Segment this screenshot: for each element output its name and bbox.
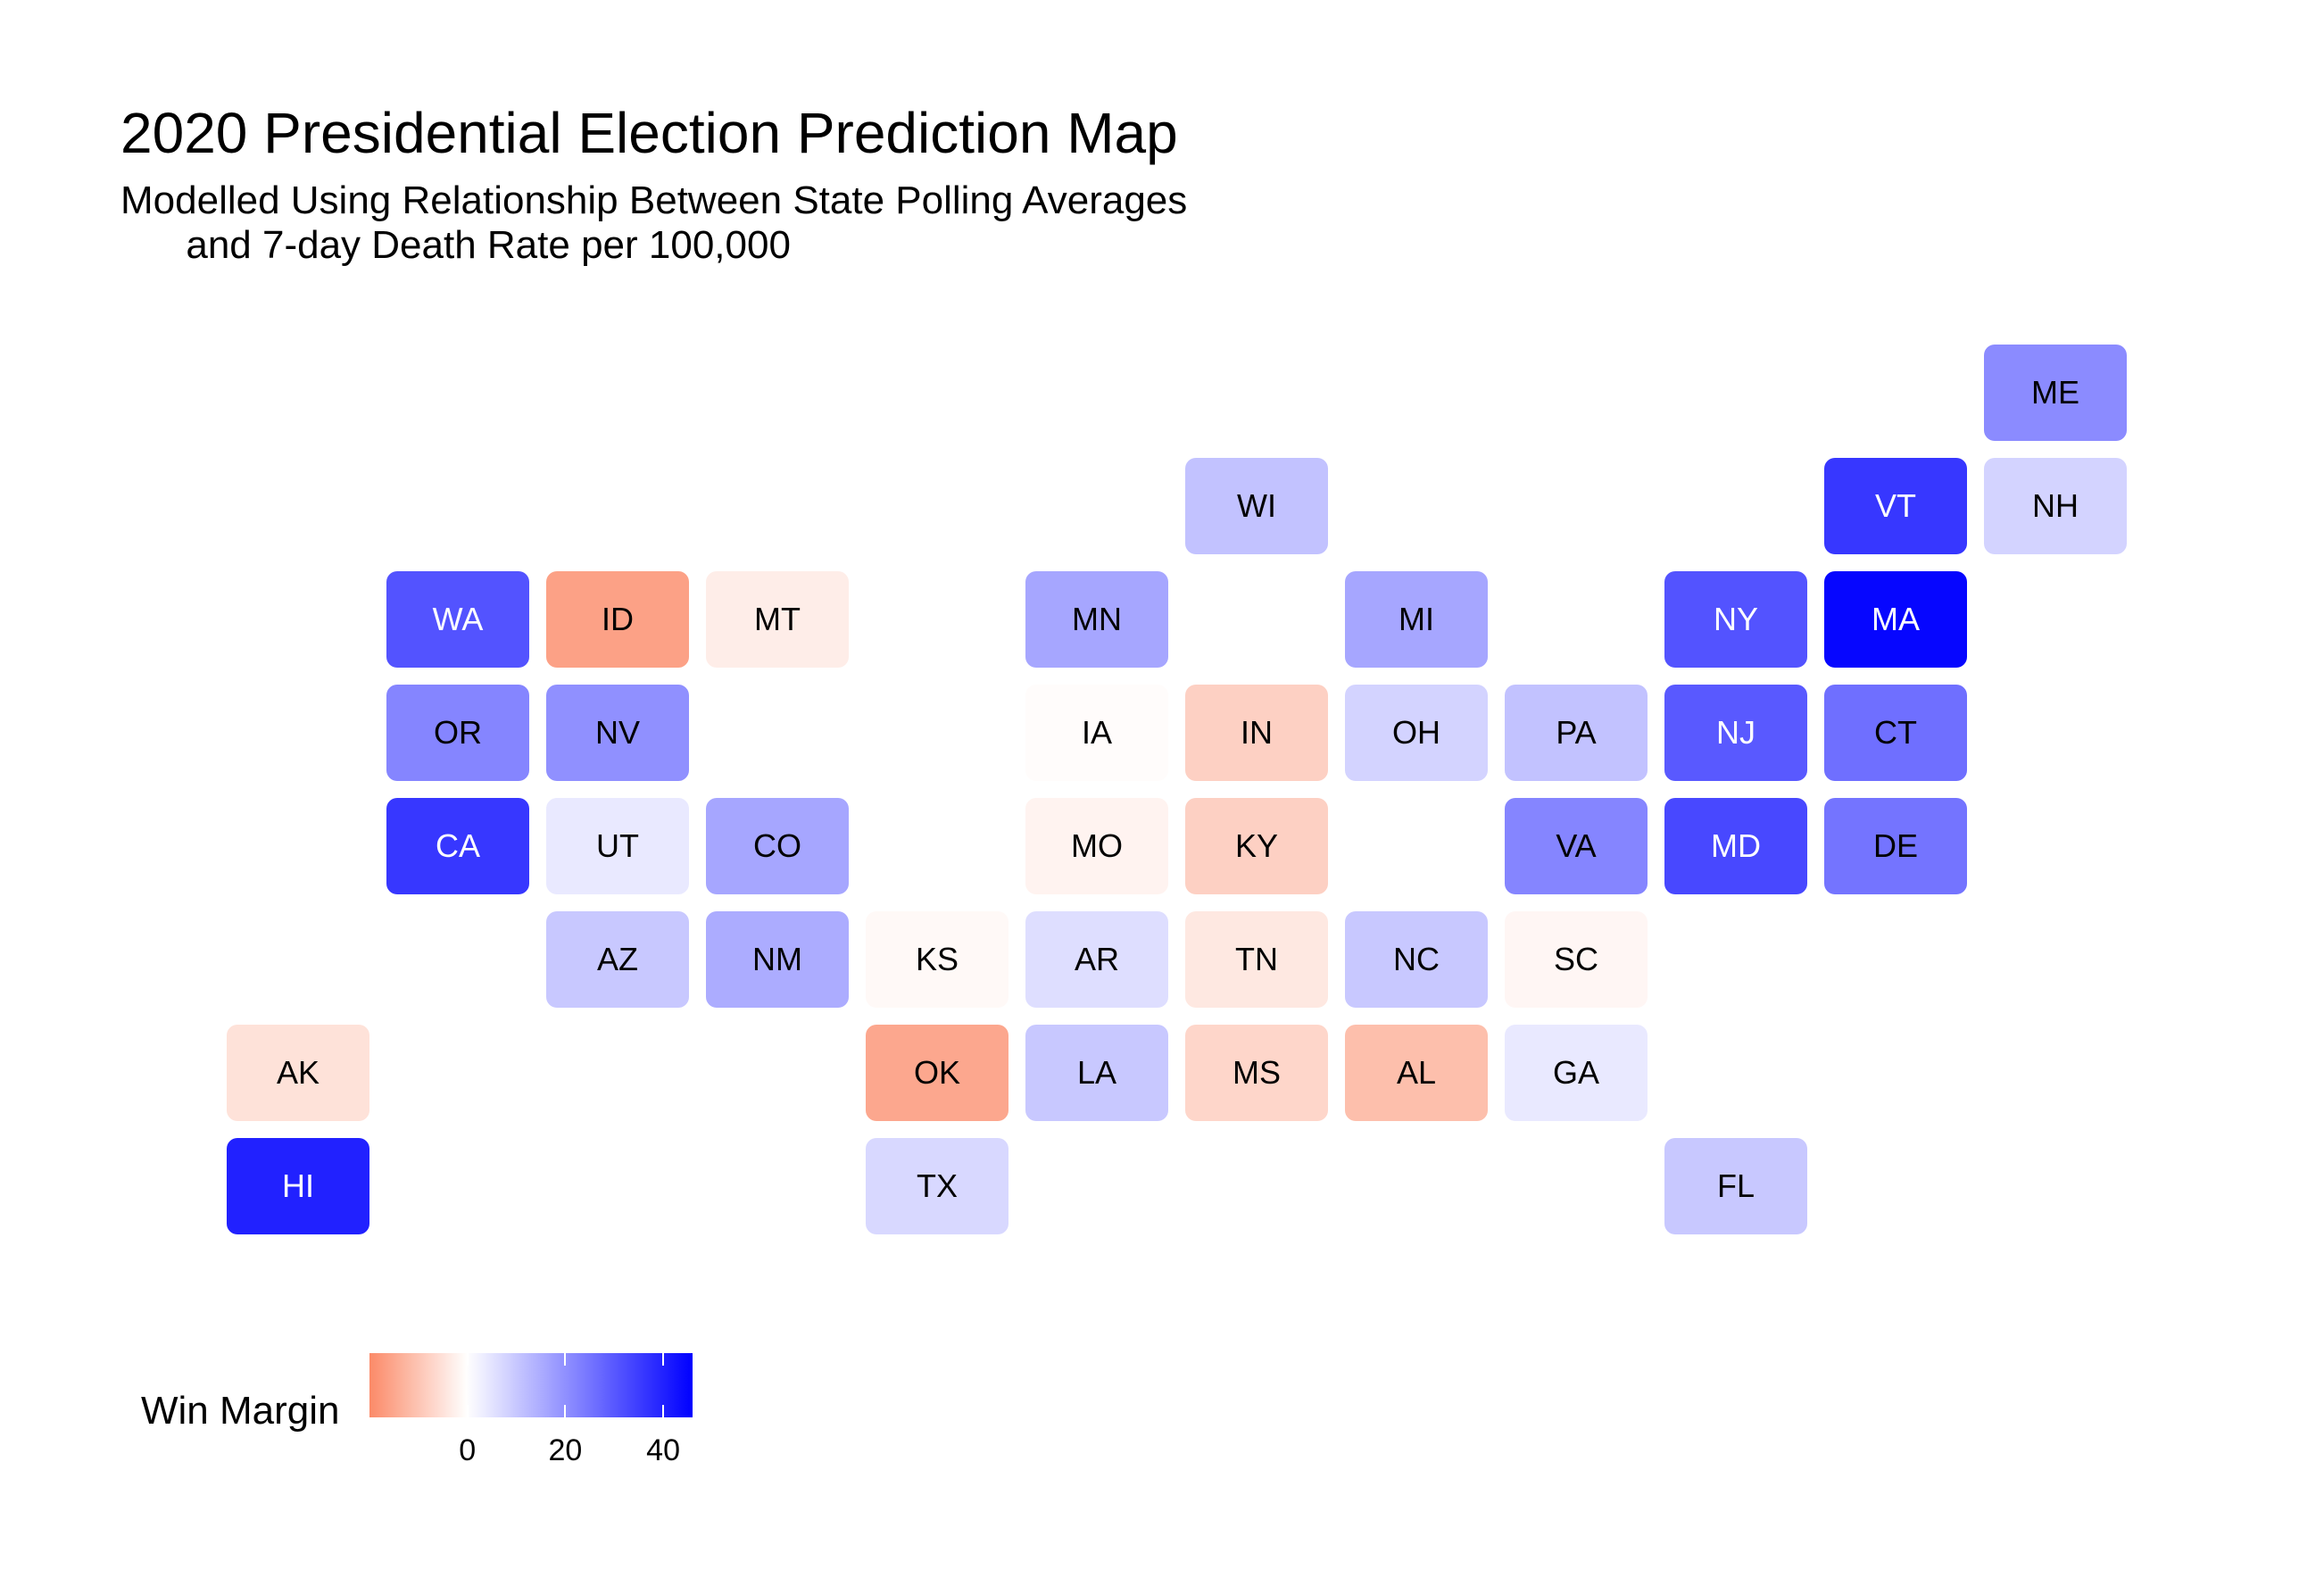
state-tile-ak: AK [227,1025,369,1121]
legend-tick-label-40: 40 [646,1433,680,1467]
state-tile-de: DE [1824,798,1967,894]
state-tile-me: ME [1984,345,2127,441]
state-tile-sc: SC [1505,911,1648,1008]
state-tile-vt: VT [1824,458,1967,554]
state-tile-va: VA [1505,798,1648,894]
state-tile-ct: CT [1824,685,1967,781]
state-tile-la: LA [1025,1025,1168,1121]
state-tile-mo: MO [1025,798,1168,894]
legend-tick-label-0: 0 [459,1433,477,1467]
state-tile-ar: AR [1025,911,1168,1008]
state-tile-in: IN [1185,685,1328,781]
state-tile-ca: CA [386,798,529,894]
state-tile-ut: UT [546,798,689,894]
legend-tick-mark [564,1353,567,1366]
state-tile-fl: FL [1664,1138,1807,1234]
state-tile-ny: NY [1664,571,1807,668]
legend-tick-mark [564,1405,567,1417]
legend-color-bar [369,1353,693,1417]
state-tile-ia: IA [1025,685,1168,781]
state-tile-wi: WI [1185,458,1328,554]
state-tile-or: OR [386,685,529,781]
legend-tick-mark [466,1353,469,1366]
state-tile-hi: HI [227,1138,369,1234]
legend-tick-mark [466,1405,469,1417]
state-tile-tn: TN [1185,911,1328,1008]
state-tile-id: ID [546,571,689,668]
state-tile-nm: NM [706,911,849,1008]
state-tile-wa: WA [386,571,529,668]
map-title: 2020 Presidential Election Prediction Ma… [120,101,1178,165]
state-tile-al: AL [1345,1025,1488,1121]
legend-tick-label-20: 20 [548,1433,583,1467]
state-tile-ma: MA [1824,571,1967,668]
state-tile-nh: NH [1984,458,2127,554]
state-tile-ga: GA [1505,1025,1648,1121]
state-tile-md: MD [1664,798,1807,894]
state-tile-mi: MI [1345,571,1488,668]
state-tile-ok: OK [866,1025,1008,1121]
state-tile-tx: TX [866,1138,1008,1234]
legend-title: Win Margin [141,1389,340,1433]
state-tile-ky: KY [1185,798,1328,894]
legend-tick-mark [662,1405,665,1417]
state-tile-co: CO [706,798,849,894]
state-tile-oh: OH [1345,685,1488,781]
state-tile-nv: NV [546,685,689,781]
state-tile-pa: PA [1505,685,1648,781]
state-tile-ms: MS [1185,1025,1328,1121]
state-tile-mt: MT [706,571,849,668]
state-tile-az: AZ [546,911,689,1008]
state-tile-nj: NJ [1664,685,1807,781]
legend-tick-mark [662,1353,665,1366]
state-tile-nc: NC [1345,911,1488,1008]
map-subtitle: Modelled Using Relationship Between Stat… [120,179,1188,267]
state-tile-mn: MN [1025,571,1168,668]
state-tile-ks: KS [866,911,1008,1008]
